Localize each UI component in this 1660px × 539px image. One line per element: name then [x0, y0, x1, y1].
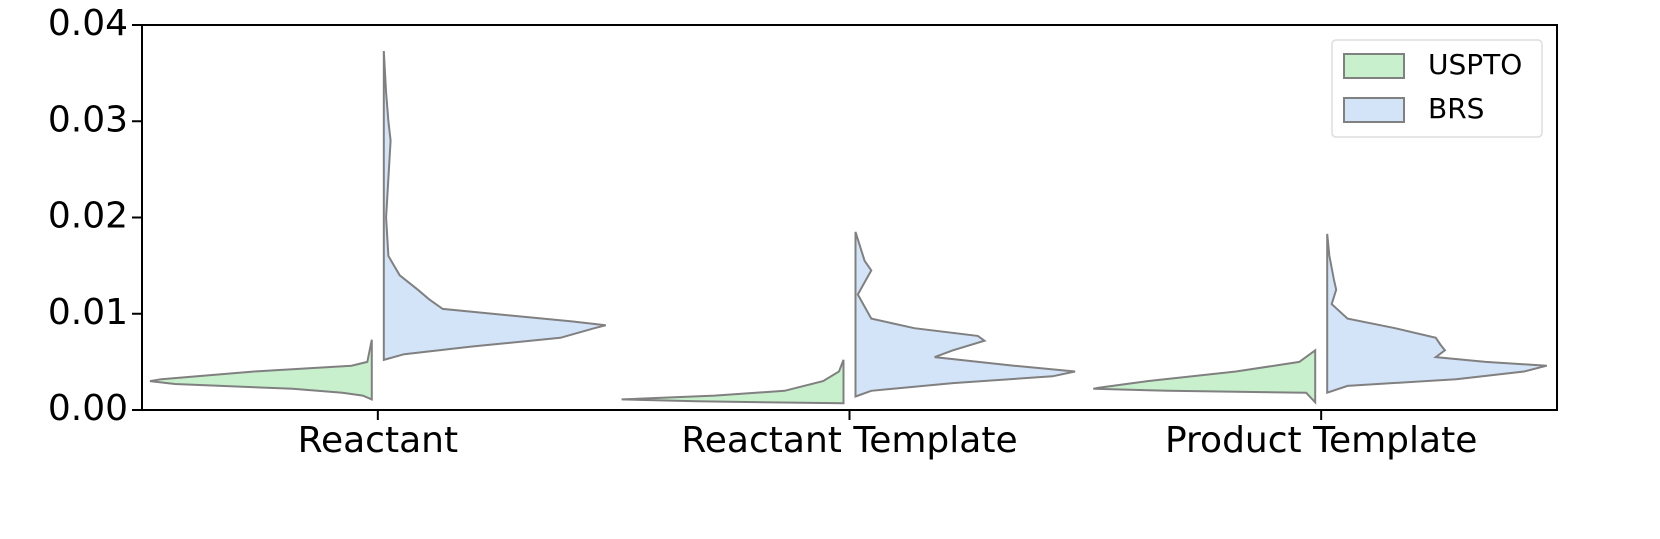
y-tick-label: 0.00 [48, 388, 128, 429]
legend-label: USPTO [1428, 48, 1522, 81]
x-tick-label: Reactant Template [681, 420, 1017, 461]
legend-swatch [1343, 53, 1405, 79]
violin-half [382, 50, 606, 362]
violin-half [1093, 348, 1317, 405]
violin-half [1326, 233, 1548, 395]
violin-half [854, 231, 1076, 398]
violin-half [149, 339, 373, 401]
legend-label: BRS [1428, 92, 1484, 125]
x-tick-label: Reactant [298, 420, 459, 461]
y-tick-label: 0.03 [48, 99, 128, 140]
violin-half [621, 359, 845, 405]
y-tick-label: 0.02 [48, 196, 128, 237]
legend-swatch [1343, 97, 1405, 123]
x-tick-label: Product Template [1165, 420, 1477, 461]
y-tick-label: 0.04 [48, 3, 128, 44]
y-tick-label: 0.01 [48, 292, 128, 333]
